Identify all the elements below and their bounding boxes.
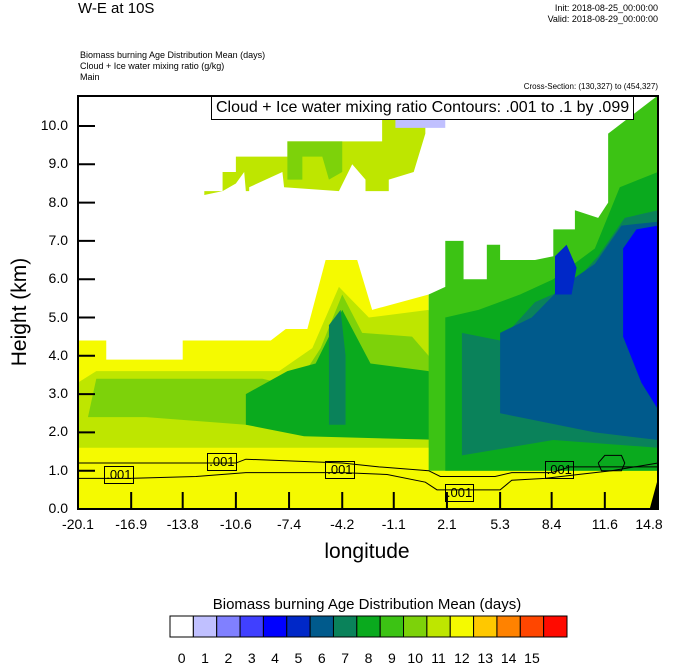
colorbar-label: 15 (524, 650, 540, 666)
subtitle-contour: Cloud + Ice water mixing ratio (g/kg) (80, 61, 225, 71)
colorbar-label: 4 (271, 650, 279, 666)
region-upper-cloud-core (287, 141, 343, 180)
colorbar-swatch (262, 615, 288, 638)
subtitle-field: Biomass burning Age Distribution Mean (d… (80, 50, 266, 60)
x-axis-label: longitude (324, 540, 410, 563)
x-tick-label: -13.8 (166, 516, 199, 532)
colorbar-label: 7 (341, 650, 350, 666)
contour-label: .001 (325, 460, 355, 479)
x-tick-label: 8.4 (541, 516, 562, 532)
contour-lower (78, 462, 659, 491)
colorbar-swatch (449, 615, 475, 638)
contour-label: .001 (207, 453, 237, 472)
cross-section-label: Cross-Section: (130,327) to (454,327) (523, 82, 658, 91)
y-tick-label: 0.0 (48, 500, 68, 516)
region-terrain (649, 478, 658, 509)
colorbar-label: 0 (177, 650, 186, 666)
colorbar-label: 8 (364, 650, 373, 666)
colorbar-label: 9 (387, 650, 396, 666)
colorbar-label: 10 (407, 650, 423, 666)
x-tick-label: -16.9 (115, 516, 148, 532)
init-time: Init: 2018-08-25_00:00:00 (554, 3, 658, 13)
x-tick-label: -20.1 (62, 516, 94, 532)
y-tick-label: 1.0 (48, 461, 68, 478)
colorbar-swatch (379, 615, 405, 638)
region-east-blue-spot (554, 244, 577, 295)
x-tick-label: 14.8 (635, 516, 663, 532)
subtitle-domain: Main (80, 72, 100, 82)
colorbar-label: 5 (294, 650, 303, 666)
colorbar-swatch (286, 615, 311, 638)
contour-label: .001 (544, 461, 574, 480)
colorbar-label: 11 (431, 650, 446, 666)
colorbar-label: 12 (454, 650, 470, 666)
region-upper-pale-blue (395, 118, 446, 128)
y-tick-label: 6.0 (48, 270, 68, 287)
chart-title: W-E at 10S (78, 0, 155, 17)
colorbar-swatch (216, 615, 241, 638)
x-tick-label: 2.1 (437, 516, 457, 532)
y-tick-label: 10.0 (40, 117, 68, 133)
y-ticks (78, 125, 95, 510)
colorbar-swatch (426, 615, 451, 638)
colorbar-swatch (309, 615, 334, 638)
colorbar-label: 14 (500, 650, 517, 666)
y-tick-label: 4.0 (48, 346, 68, 363)
colorbar-title: Biomass burning Age Distribution Mean (d… (212, 596, 522, 613)
colorbar-label: 3 (247, 650, 256, 666)
colorbar-swatch (519, 615, 545, 638)
colorbar-label: 1 (201, 650, 209, 666)
x-tick-label: 11.6 (591, 516, 618, 532)
region-mid-teal (328, 309, 346, 425)
colorbar-swatch (192, 615, 218, 638)
x-tick-label: -7.4 (276, 516, 302, 532)
x-tick-label: -1.1 (381, 516, 406, 532)
colorbar-label: 2 (224, 650, 233, 666)
valid-time: Valid: 2018-08-29_00:00:00 (547, 14, 658, 24)
x-tick-label: 5.3 (490, 516, 510, 532)
contour-upper (78, 458, 658, 477)
y-tick-label: 2.0 (48, 423, 68, 440)
colorbar (169, 615, 568, 638)
y-tick-label: 7.0 (48, 231, 68, 248)
colorbar-swatch (403, 615, 428, 638)
region-east-navy (500, 221, 658, 441)
contour-label: .001 (104, 466, 134, 485)
region-east-blue (623, 225, 658, 410)
cloud-contour-lines (78, 454, 659, 491)
contour-loop (597, 454, 626, 472)
y-tick-label: 8.0 (48, 193, 68, 210)
y-axis-label: Height (km) (8, 257, 31, 367)
filled-contours (78, 95, 658, 509)
colorbar-label: 6 (317, 650, 326, 666)
y-tick-label: 5.0 (48, 308, 68, 325)
x-tick-label: -4.2 (330, 516, 355, 532)
y-tick-label: 3.0 (48, 385, 68, 402)
colorbar-swatch (239, 615, 264, 638)
init-valid-times: Init: 2018-08-25_00:00:00 Valid: 2018-08… (548, 3, 658, 25)
colorbar-swatch (543, 615, 568, 638)
colorbar-swatch (356, 615, 381, 638)
contour-label: .001 (444, 483, 475, 502)
colorbar-swatch (332, 615, 358, 638)
contour-info-box: Cloud + Ice water mixing ratio Contours:… (211, 96, 635, 120)
colorbar-swatch (473, 615, 498, 638)
colorbar-label: 13 (477, 650, 494, 666)
y-tick-label: 9.0 (48, 155, 68, 172)
colorbar-swatch (169, 615, 194, 638)
colorbar-swatch (496, 615, 521, 638)
x-tick-label: -10.6 (219, 516, 252, 532)
